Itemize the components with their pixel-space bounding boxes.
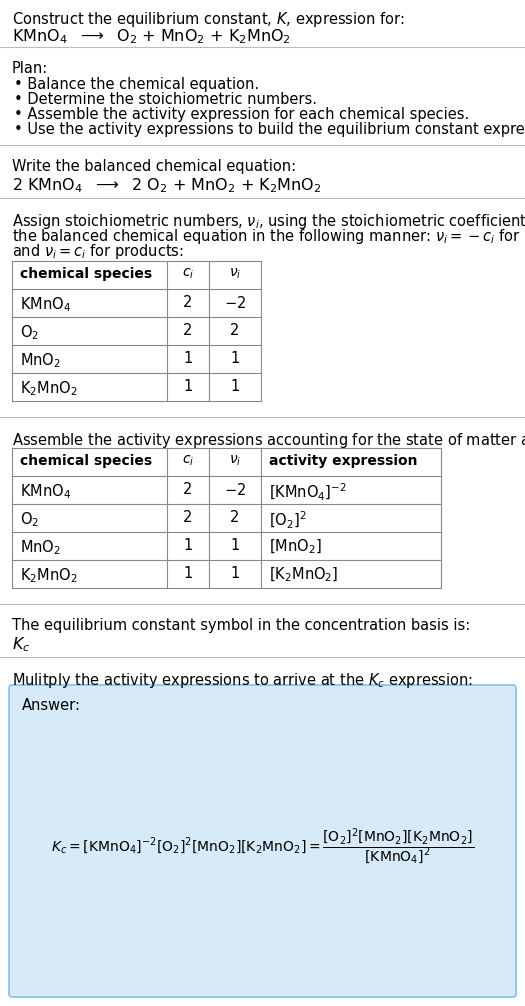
Text: Assign stoichiometric numbers, $\nu_i$, using the stoichiometric coefficients, $: Assign stoichiometric numbers, $\nu_i$, … xyxy=(12,212,525,231)
Text: The equilibrium constant symbol in the concentration basis is:: The equilibrium constant symbol in the c… xyxy=(12,618,470,633)
Text: 2: 2 xyxy=(183,510,193,525)
Text: O$_2$: O$_2$ xyxy=(20,510,39,529)
Text: 1: 1 xyxy=(183,379,193,394)
Text: chemical species: chemical species xyxy=(20,267,152,281)
Text: • Determine the stoichiometric numbers.: • Determine the stoichiometric numbers. xyxy=(14,92,317,107)
Text: K$_2$MnO$_2$: K$_2$MnO$_2$ xyxy=(20,379,78,397)
Text: MnO$_2$: MnO$_2$ xyxy=(20,351,61,369)
Text: 1: 1 xyxy=(183,351,193,366)
Text: $K_c = [\mathrm{KMnO_4}]^{-2} [\mathrm{O_2}]^2 [\mathrm{MnO_2}] [\mathrm{K_2MnO_: $K_c = [\mathrm{KMnO_4}]^{-2} [\mathrm{O… xyxy=(51,827,474,867)
Text: $-2$: $-2$ xyxy=(224,482,246,498)
Text: $c_i$: $c_i$ xyxy=(182,454,194,469)
Text: • Assemble the activity expression for each chemical species.: • Assemble the activity expression for e… xyxy=(14,107,469,122)
Text: • Use the activity expressions to build the equilibrium constant expression.: • Use the activity expressions to build … xyxy=(14,122,525,137)
Text: 1: 1 xyxy=(230,566,239,581)
Text: Plan:: Plan: xyxy=(12,61,48,76)
Text: Construct the equilibrium constant, $K$, expression for:: Construct the equilibrium constant, $K$,… xyxy=(12,10,405,29)
Text: and $\nu_i = c_i$ for products:: and $\nu_i = c_i$ for products: xyxy=(12,242,184,261)
Text: [MnO$_2$]: [MnO$_2$] xyxy=(269,538,322,556)
Text: O$_2$: O$_2$ xyxy=(20,323,39,342)
Text: [O$_2$]$^2$: [O$_2$]$^2$ xyxy=(269,510,307,531)
Text: KMnO$_4$  $\longrightarrow$  O$_2$ + MnO$_2$ + K$_2$MnO$_2$: KMnO$_4$ $\longrightarrow$ O$_2$ + MnO$_… xyxy=(12,27,291,45)
FancyBboxPatch shape xyxy=(9,685,516,997)
Text: $K_c$: $K_c$ xyxy=(12,635,30,654)
Text: [KMnO$_4$]$^{-2}$: [KMnO$_4$]$^{-2}$ xyxy=(269,482,346,503)
Text: 2: 2 xyxy=(230,323,240,338)
Text: $\nu_i$: $\nu_i$ xyxy=(229,454,241,469)
Text: $\nu_i$: $\nu_i$ xyxy=(229,267,241,282)
Text: activity expression: activity expression xyxy=(269,454,417,468)
Text: [K$_2$MnO$_2$]: [K$_2$MnO$_2$] xyxy=(269,566,339,584)
Text: K$_2$MnO$_2$: K$_2$MnO$_2$ xyxy=(20,566,78,584)
Text: 2: 2 xyxy=(230,510,240,525)
Text: • Balance the chemical equation.: • Balance the chemical equation. xyxy=(14,77,259,92)
Text: the balanced chemical equation in the following manner: $\nu_i = -c_i$ for react: the balanced chemical equation in the fo… xyxy=(12,227,525,246)
Text: KMnO$_4$: KMnO$_4$ xyxy=(20,482,71,501)
Text: 2: 2 xyxy=(183,323,193,338)
Text: 1: 1 xyxy=(230,538,239,553)
Text: Assemble the activity expressions accounting for the state of matter and $\nu_i$: Assemble the activity expressions accoun… xyxy=(12,431,525,450)
Text: 1: 1 xyxy=(230,351,239,366)
Text: KMnO$_4$: KMnO$_4$ xyxy=(20,295,71,314)
Text: Mulitply the activity expressions to arrive at the $K_c$ expression:: Mulitply the activity expressions to arr… xyxy=(12,671,473,690)
Text: Write the balanced chemical equation:: Write the balanced chemical equation: xyxy=(12,159,296,174)
Text: 1: 1 xyxy=(183,566,193,581)
Text: $c_i$: $c_i$ xyxy=(182,267,194,282)
Text: 2: 2 xyxy=(183,482,193,497)
Text: 1: 1 xyxy=(183,538,193,553)
Text: chemical species: chemical species xyxy=(20,454,152,468)
Text: 1: 1 xyxy=(230,379,239,394)
Text: MnO$_2$: MnO$_2$ xyxy=(20,538,61,556)
Text: 2 KMnO$_4$  $\longrightarrow$  2 O$_2$ + MnO$_2$ + K$_2$MnO$_2$: 2 KMnO$_4$ $\longrightarrow$ 2 O$_2$ + M… xyxy=(12,176,321,195)
Text: Answer:: Answer: xyxy=(22,698,81,713)
Text: $-2$: $-2$ xyxy=(224,295,246,311)
Text: 2: 2 xyxy=(183,295,193,310)
